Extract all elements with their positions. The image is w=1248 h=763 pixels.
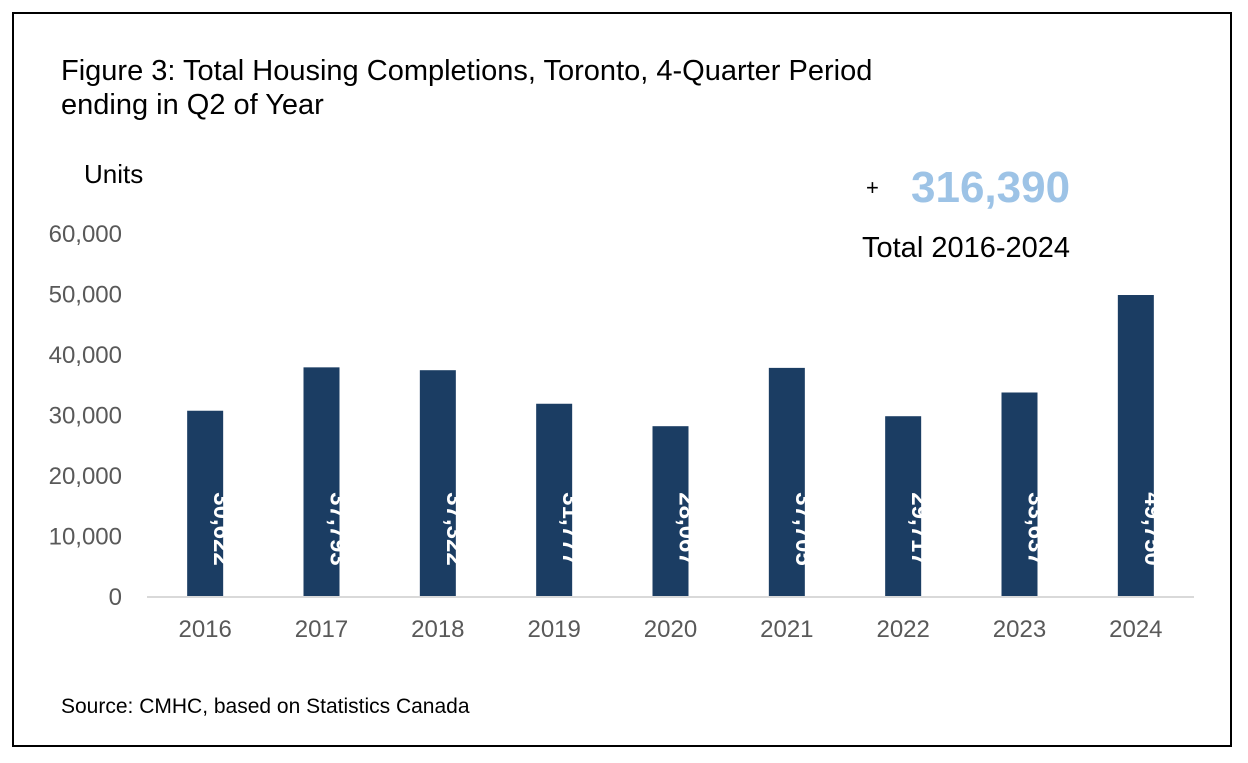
bar-data-label: 31,777 [557, 492, 584, 565]
bar-2018 [419, 370, 456, 596]
bar-2020 [652, 426, 689, 596]
bar-data-label: 49,750 [1139, 492, 1166, 565]
bar-2024 [1117, 295, 1154, 596]
y-axis-label: Units [84, 159, 144, 189]
x-tick-label: 2021 [760, 616, 813, 643]
chart-title-line-2: ending in Q2 of Year [61, 89, 324, 121]
x-tick-label: 2019 [527, 616, 580, 643]
x-tick-label: 2022 [876, 616, 929, 643]
bar-2017 [303, 367, 340, 596]
x-tick-label: 2020 [644, 616, 697, 643]
y-tick-label: 0 [109, 584, 122, 611]
bar-data-label: 37,322 [441, 492, 468, 565]
total-value: 316,390 [911, 163, 1071, 212]
chart-frame [12, 12, 1232, 747]
x-tick-label: 2023 [993, 616, 1046, 643]
bar-data-label: 33,637 [1023, 492, 1050, 565]
chart-title-line-1: Figure 3: Total Housing Completions, Tor… [61, 55, 873, 87]
bar-2016 [187, 410, 224, 596]
y-tick-label: 10,000 [49, 524, 122, 551]
x-tick-label: 2016 [178, 616, 231, 643]
y-tick-label: 50,000 [49, 282, 122, 309]
bar-data-label: 37,793 [325, 492, 352, 565]
y-tick-label: 20,000 [49, 463, 122, 490]
bar-data-label: 37,705 [790, 492, 817, 565]
x-tick-label: 2024 [1109, 616, 1162, 643]
y-tick-label: 60,000 [49, 221, 122, 248]
y-tick-label: 40,000 [49, 342, 122, 369]
bar-2022 [885, 416, 922, 596]
bar-data-label: 28,067 [674, 492, 701, 565]
total-label: Total 2016-2024 [862, 232, 1070, 264]
y-tick-label: 30,000 [49, 403, 122, 430]
bar-2019 [536, 403, 573, 596]
bar-data-label: 29,717 [906, 492, 933, 565]
bar-data-label: 30,622 [208, 492, 235, 565]
bar-2021 [768, 367, 805, 596]
x-tick-label: 2017 [295, 616, 348, 643]
chart-title: Figure 3: Total Housing Completions, Tor… [61, 54, 1061, 122]
x-tick-label: 2018 [411, 616, 464, 643]
source-note: Source: CMHC, based on Statistics Canada [61, 695, 470, 718]
bar-2023 [1001, 392, 1038, 596]
plus-sign: + [866, 175, 879, 200]
